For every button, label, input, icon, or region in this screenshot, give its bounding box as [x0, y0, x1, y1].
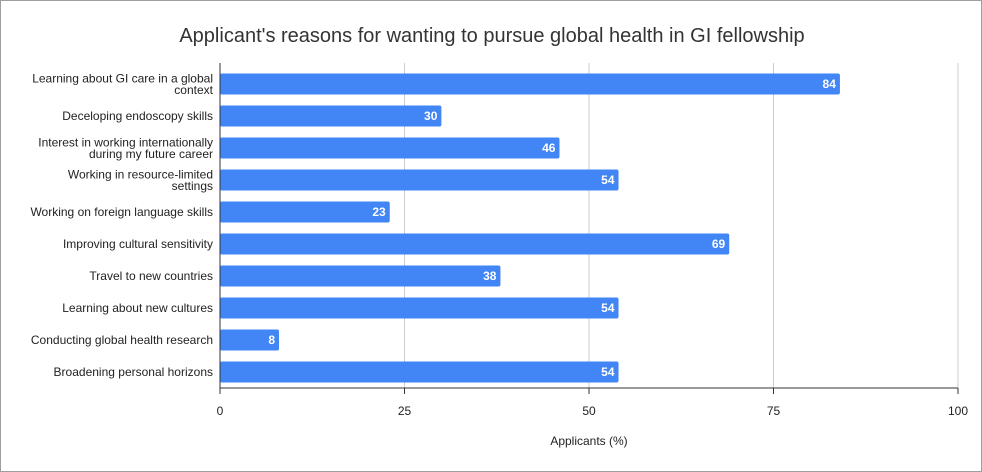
category-label: context — [174, 83, 213, 97]
bar — [220, 233, 730, 255]
x-axis-ticks: 0 25 50 75 100 — [217, 63, 968, 418]
x-axis-title: Applicants (%) — [550, 434, 627, 448]
category-label: Improving cultural sensitivity — [63, 237, 213, 251]
x-tick-label: 100 — [948, 404, 968, 418]
data-label: 69 — [712, 237, 726, 251]
bar — [220, 73, 840, 95]
data-label: 84 — [823, 77, 837, 91]
category-label: settings — [172, 179, 213, 193]
bar — [220, 169, 619, 191]
data-label: 54 — [601, 301, 615, 315]
bar — [220, 105, 442, 127]
bar — [220, 265, 501, 287]
data-label: 38 — [483, 269, 497, 283]
bar — [220, 329, 280, 351]
data-label: 8 — [268, 333, 275, 347]
bar — [220, 361, 619, 383]
data-label: 46 — [542, 141, 556, 155]
gridlines — [404, 63, 959, 388]
x-tick-label: 25 — [398, 404, 412, 418]
data-label: 30 — [424, 109, 438, 123]
category-label: Interest in working internationally — [38, 135, 213, 149]
bar — [220, 137, 560, 159]
bar — [220, 201, 390, 223]
category-label: Learning about GI care in a global — [32, 71, 213, 85]
data-label: 23 — [372, 205, 386, 219]
category-labels: Learning about GI care in a globalcontex… — [30, 71, 213, 379]
data-label: 54 — [601, 173, 615, 187]
category-label: Broadening personal horizons — [54, 365, 213, 379]
category-label: Learning about new cultures — [62, 301, 213, 315]
chart-title: Applicant's reasons for wanting to pursu… — [179, 25, 804, 47]
category-label: Deceloping endoscopy skills — [62, 109, 213, 123]
x-tick-label: 75 — [767, 404, 781, 418]
x-tick-label: 50 — [582, 404, 596, 418]
category-label: Working on foreign language skills — [30, 205, 213, 219]
bars: 84 30 46 54 23 69 38 54 8 54 — [220, 73, 840, 383]
bar — [220, 297, 619, 319]
x-tick-label: 0 — [217, 404, 224, 418]
category-label: Working in resource-limited — [68, 167, 213, 181]
category-label: Travel to new countries — [89, 269, 213, 283]
data-label: 54 — [601, 365, 615, 379]
category-label: Conducting global health research — [31, 333, 213, 347]
category-label: during my future career — [89, 147, 213, 161]
